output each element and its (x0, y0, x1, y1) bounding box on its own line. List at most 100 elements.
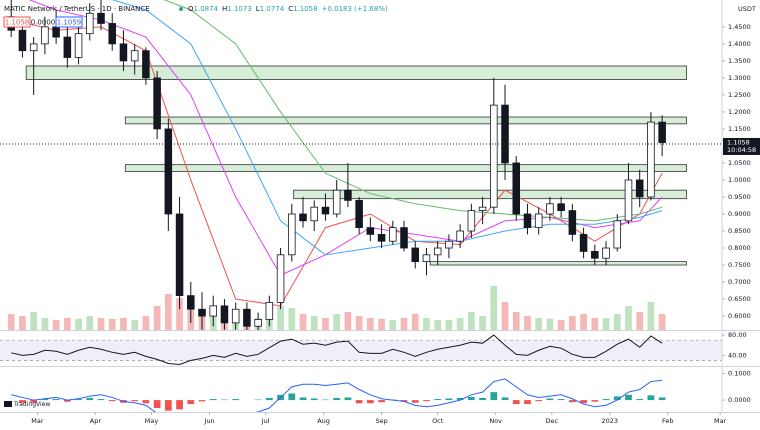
y-tick-label: 0.9000 (728, 210, 751, 218)
rsi-band (0, 340, 722, 361)
status-dot (179, 7, 183, 11)
x-tick-label: Aug (317, 417, 330, 425)
candle-body (74, 33, 83, 58)
volume-bar (176, 298, 183, 330)
zone (429, 261, 687, 266)
candle-body (97, 12, 105, 24)
candle-body (512, 162, 521, 215)
candle-body (142, 50, 150, 79)
candle-body (332, 189, 341, 215)
volume-bar (501, 302, 509, 330)
macd-histogram-bar (625, 394, 632, 401)
macd-line (11, 378, 663, 412)
volume-bar (535, 318, 543, 330)
candle-body (231, 308, 240, 324)
ohlc-label: C (288, 5, 293, 13)
candle-body (624, 179, 633, 222)
macd-histogram-bar (86, 397, 94, 401)
x-tick-label: Sep (375, 417, 387, 425)
volume-bar (131, 320, 139, 330)
volume-bar (97, 318, 105, 330)
candle-body (400, 227, 408, 249)
macd-histogram-bar (456, 397, 464, 401)
volume-bar (467, 312, 475, 330)
buy-box[interactable] (55, 16, 83, 28)
volume-bar (647, 302, 655, 330)
x-tick-label: Mar (714, 417, 727, 425)
macd-histogram-bar (613, 396, 621, 401)
candle-body (119, 43, 128, 62)
macd-histogram-bar (524, 400, 531, 405)
zone (25, 65, 687, 81)
volume-bar (456, 318, 464, 330)
last-price-tag (723, 137, 760, 155)
ohlc-value: 1.0774 (260, 5, 285, 13)
macd-histogram-bar (153, 400, 161, 409)
y-tick-label: 1.2000 (728, 108, 751, 116)
ohlc-label: L (256, 5, 260, 13)
candle-body (433, 247, 442, 256)
macd-histogram-bar (445, 398, 453, 401)
y-tick-label: 0.6500 (728, 295, 751, 303)
candle-body (501, 104, 509, 164)
ohlc-value: 1.1073 (227, 5, 252, 13)
x-tick-label: Jul (261, 417, 270, 425)
candle-body (635, 179, 644, 198)
macd-histogram-bar (198, 400, 206, 402)
candle-body (355, 199, 363, 228)
symbol-title: MATIC Network / TetherUS · 1D · BINANCE (4, 5, 150, 13)
rsi-tick-label: 40.00 (728, 351, 747, 359)
x-tick-label: Feb (662, 417, 674, 425)
macd-histogram-bar (557, 399, 565, 401)
candle-body (243, 308, 251, 327)
macd-histogram-bar (591, 400, 599, 402)
brand-logo (4, 401, 12, 407)
y-tick-label: 0.9500 (728, 193, 751, 201)
candle-body (602, 247, 610, 259)
macd-histogram-bar (254, 399, 262, 401)
volume-bar (378, 318, 385, 330)
macd-histogram-bar (232, 399, 240, 401)
x-tick-label: Mar (31, 417, 44, 425)
volume-bar (333, 314, 341, 330)
volume-bar (41, 318, 49, 330)
y-tick-label: 0.6000 (728, 312, 751, 320)
candle-body (557, 203, 565, 211)
y-tick-label: 1.3000 (728, 74, 751, 82)
macd-histogram-bar (221, 399, 228, 401)
candle-body (209, 305, 217, 317)
candle-body (63, 36, 72, 58)
y-tick-label: 0.8500 (728, 227, 751, 235)
macd-histogram-bar (142, 400, 150, 404)
candle-body (310, 206, 319, 222)
candle-body (108, 23, 116, 45)
macd-pane (11, 378, 666, 412)
volume-bar (7, 314, 15, 330)
volume-bar (75, 318, 82, 330)
zone (124, 116, 687, 125)
currency: USDT (738, 5, 756, 13)
last-price-label: 1.1058 (727, 138, 750, 146)
macd-histogram-bar (30, 400, 38, 403)
volume-bar (613, 314, 621, 330)
volume-bar (108, 318, 116, 330)
volume-bar (625, 306, 632, 330)
macd-histogram-bar (602, 399, 610, 401)
candle-body (254, 319, 262, 327)
volume-bar (490, 286, 498, 330)
sell-box[interactable] (3, 16, 31, 28)
x-tick-label: 2023 (601, 417, 618, 425)
candle-body (546, 203, 554, 215)
candle-body (568, 210, 577, 235)
rsi-line (11, 334, 663, 365)
volume-bar (591, 318, 599, 330)
macd-histogram-bar (400, 400, 408, 402)
volume-bar (344, 312, 352, 330)
candle-body (647, 121, 655, 198)
macd-histogram-bar (490, 392, 498, 401)
candle-body (613, 220, 622, 249)
macd-histogram-bar (97, 399, 105, 401)
y-tick-label: 1.0000 (728, 176, 751, 184)
